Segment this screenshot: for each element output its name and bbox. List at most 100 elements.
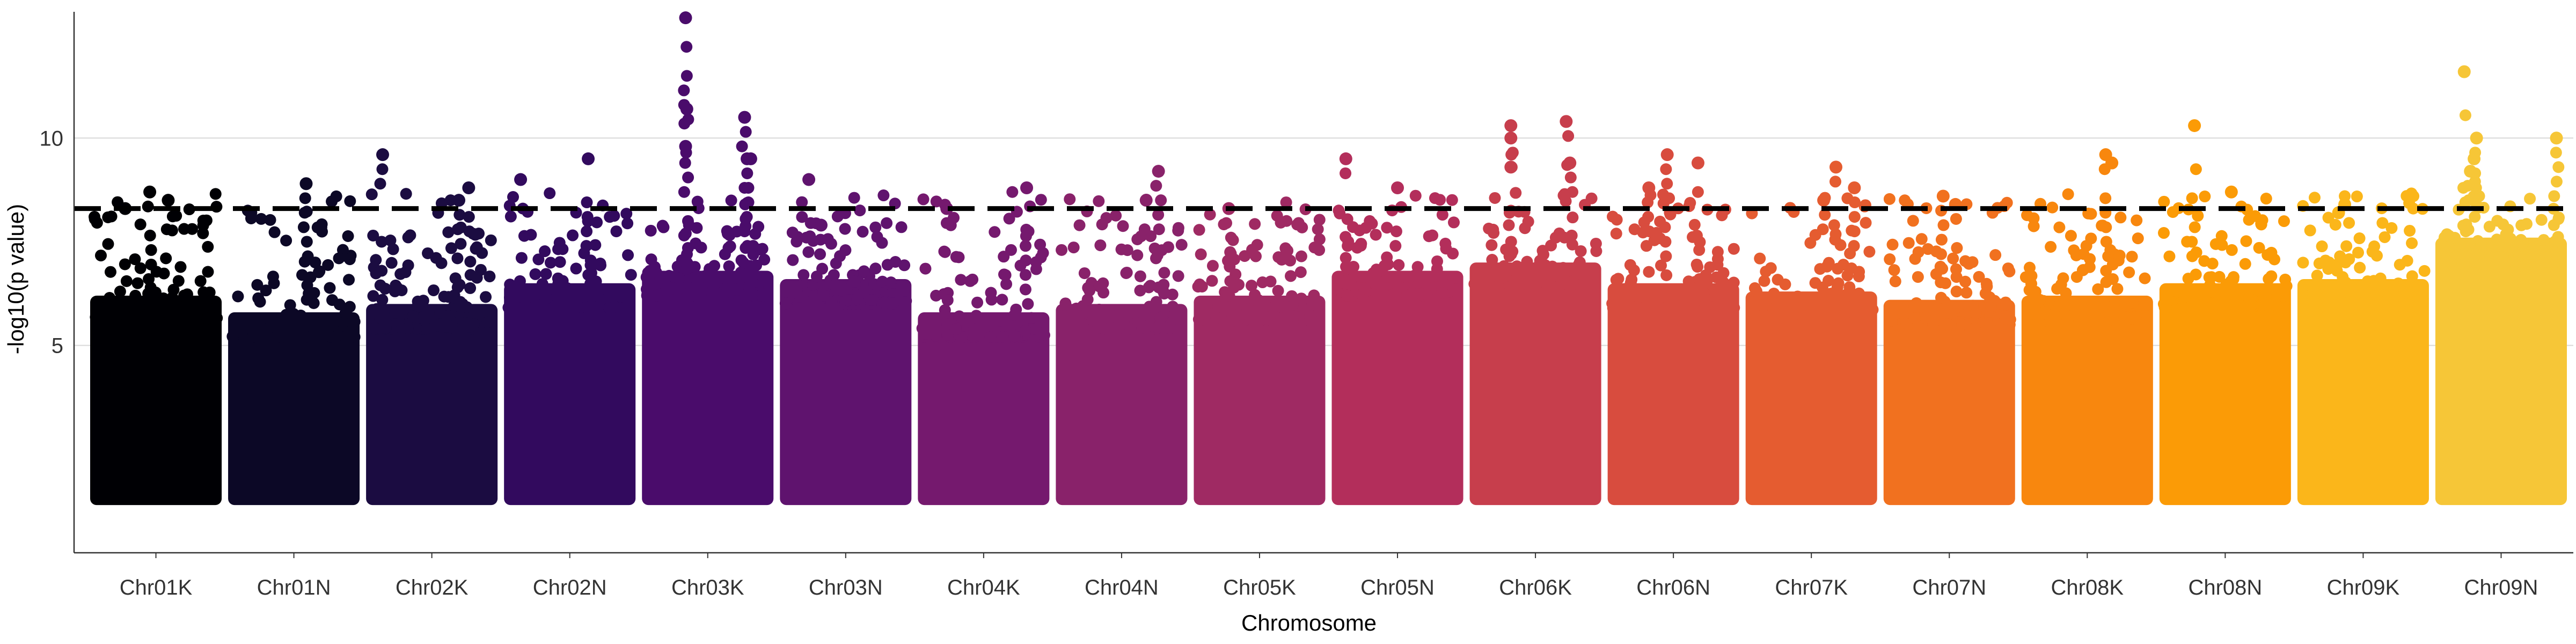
snp-point — [197, 303, 209, 315]
snp-point — [1019, 283, 1031, 296]
snp-point — [504, 279, 516, 291]
snp-point — [142, 200, 154, 213]
snp-point — [197, 215, 209, 227]
snp-point — [1030, 263, 1042, 275]
snp-point — [1883, 193, 1896, 205]
snp-point — [899, 296, 911, 309]
snp-point — [679, 157, 691, 169]
snp-point — [1275, 301, 1287, 313]
snp-point — [1549, 231, 1562, 244]
point-band — [780, 279, 912, 506]
snp-point — [2209, 298, 2221, 310]
point-band — [918, 312, 1050, 506]
snp-point — [834, 250, 846, 262]
snp-point — [166, 291, 179, 304]
snp-point — [1492, 281, 1505, 293]
snp-point — [1206, 275, 1218, 287]
snp-point — [1840, 289, 1853, 301]
snp-point — [174, 261, 187, 273]
snp-point — [2279, 273, 2292, 286]
snp-point — [463, 225, 475, 238]
snp-point — [1655, 259, 1667, 272]
snp-point — [2053, 221, 2066, 233]
snp-point — [374, 279, 386, 291]
snp-point — [2132, 232, 2144, 245]
snp-point — [2392, 281, 2405, 294]
snp-point — [1755, 294, 1768, 306]
snp-point — [1950, 286, 1963, 298]
snp-point — [704, 263, 716, 275]
snp-point — [464, 255, 477, 268]
snp-point — [2516, 237, 2529, 249]
snp-point — [2198, 288, 2210, 300]
snp-point — [1610, 228, 1622, 240]
snp-point — [1663, 192, 1675, 204]
x-tick-label: Chr03N — [809, 576, 883, 599]
snp-point — [2327, 293, 2339, 305]
snp-point — [1340, 261, 1352, 273]
snp-point — [736, 140, 748, 152]
snp-point — [2313, 257, 2325, 269]
snp-point — [881, 259, 894, 271]
snp-point — [2278, 302, 2290, 314]
snp-point — [344, 195, 356, 207]
snp-point — [779, 297, 792, 310]
snp-point — [2245, 299, 2257, 311]
peak-point — [162, 194, 175, 207]
peak-point — [1936, 189, 1950, 203]
snp-point — [1415, 288, 1428, 300]
snp-point — [540, 268, 552, 280]
snp-point — [1078, 267, 1091, 280]
snp-point — [657, 221, 670, 233]
snp-point — [876, 237, 888, 249]
snp-point — [1515, 261, 1527, 274]
snp-point — [544, 257, 557, 269]
point-band — [90, 295, 222, 506]
snp-point — [255, 213, 267, 225]
snp-point — [2366, 245, 2379, 258]
snp-point — [1400, 271, 1412, 283]
snp-point — [131, 277, 144, 289]
snp-point — [996, 294, 1008, 306]
peak-point — [1020, 181, 1034, 194]
snp-point — [2484, 241, 2497, 253]
snp-point — [671, 260, 684, 273]
snp-point — [1479, 281, 1491, 294]
snp-point — [950, 251, 962, 263]
snp-point — [1138, 223, 1151, 236]
snp-point — [1832, 277, 1845, 289]
snp-point — [1450, 272, 1462, 284]
snp-point — [1805, 297, 1817, 309]
snp-point — [1056, 244, 1068, 256]
snp-point — [1036, 328, 1048, 340]
snp-point — [1888, 264, 1900, 276]
snp-point — [2456, 253, 2468, 266]
snp-point — [1693, 273, 1706, 285]
snp-point — [1935, 291, 1947, 304]
snp-point — [2215, 230, 2228, 242]
snp-point — [268, 226, 281, 238]
snp-point — [1886, 238, 1899, 251]
snp-point — [1590, 245, 1602, 257]
snp-point — [365, 188, 378, 201]
snp-point — [1567, 186, 1579, 198]
x-tick-label: Chr06K — [1499, 576, 1572, 599]
snp-point — [412, 300, 424, 312]
snp-point — [167, 313, 180, 326]
snp-point — [1117, 220, 1129, 232]
point-band — [642, 270, 774, 506]
snp-point — [848, 275, 861, 288]
snp-point — [1020, 254, 1032, 267]
snp-point — [148, 313, 160, 325]
snp-point — [2104, 244, 2117, 256]
snp-point — [1225, 231, 1237, 244]
snp-point — [1700, 294, 1713, 306]
snp-point — [1447, 216, 1460, 229]
snp-point — [2307, 287, 2319, 299]
snp-point — [2209, 238, 2222, 250]
snp-point — [1819, 209, 1831, 221]
snp-point — [134, 218, 147, 231]
snp-point — [2550, 147, 2562, 159]
x-tick-label: Chr05K — [1223, 576, 1296, 599]
snp-point — [2537, 234, 2550, 246]
